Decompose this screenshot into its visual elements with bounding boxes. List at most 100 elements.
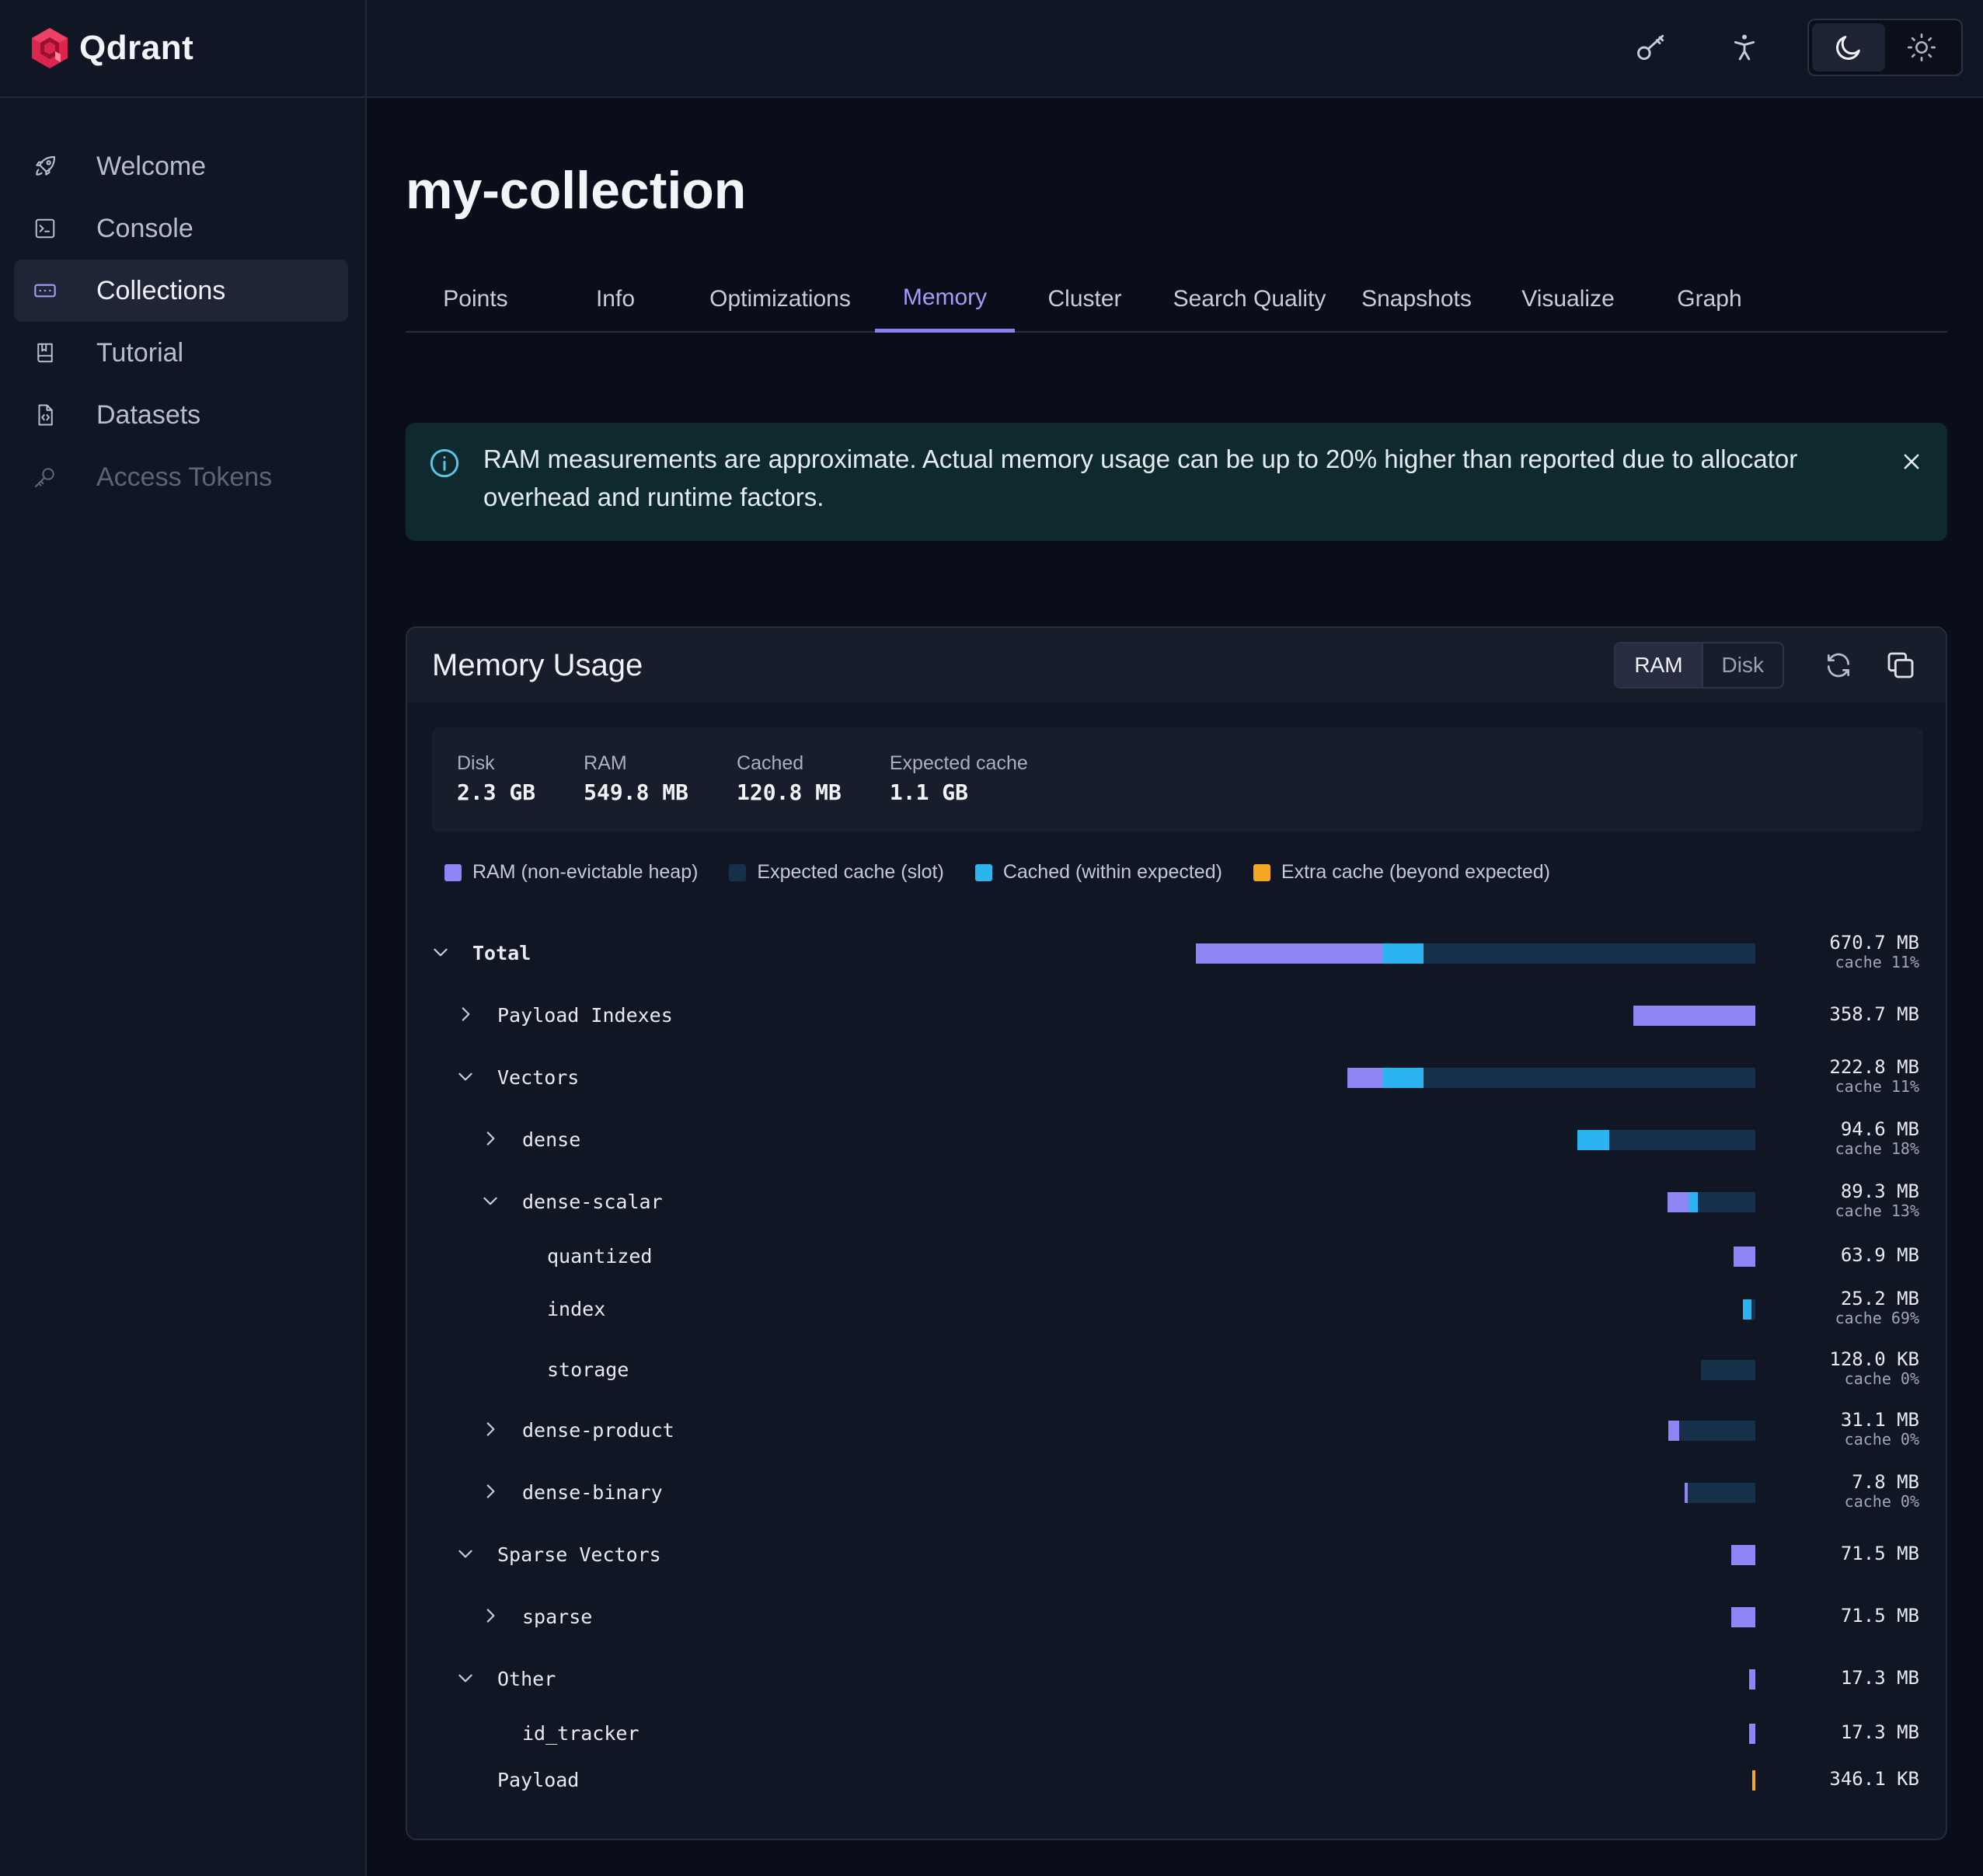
tab-cluster[interactable]: Cluster [1047, 286, 1122, 312]
memory-row[interactable]: dense-binary 7.8 MB cache 0% [407, 1472, 1946, 1525]
alert-close-button[interactable] [1896, 446, 1927, 477]
file-code-icon [31, 401, 59, 429]
chevron-down-icon[interactable] [429, 940, 452, 964]
card-actions: RAM Disk [1614, 642, 1924, 689]
tab-points[interactable]: Points [443, 286, 508, 312]
memory-row-label: Payload Indexes [497, 1004, 673, 1027]
qdrant-logo-icon [32, 28, 68, 68]
memory-row-label: storage [547, 1358, 629, 1381]
chevron-right-icon[interactable] [479, 1417, 502, 1441]
sidebar-item-label: Datasets [96, 399, 201, 430]
rocket-icon [31, 152, 59, 180]
legend-swatch [729, 863, 747, 881]
bar-segment-ram [1730, 1607, 1755, 1627]
refresh-button[interactable] [1815, 642, 1862, 689]
logo-area[interactable]: Qdrant [0, 0, 367, 96]
memory-row: storage 128.0 KB cache 0% [407, 1349, 1946, 1402]
stat-value: 549.8 MB [584, 779, 689, 805]
tab-snapshots[interactable]: Snapshots [1361, 286, 1472, 312]
memory-bar [1743, 1299, 1755, 1320]
copy-button[interactable] [1877, 642, 1924, 689]
tab-memory[interactable]: Memory [875, 266, 1015, 333]
bar-segment-cached [1382, 943, 1424, 964]
memory-row-size: 89.3 MB cache 13% [1835, 1181, 1919, 1220]
chevron-right-icon[interactable] [479, 1127, 502, 1150]
tab-visualize[interactable]: Visualize [1521, 286, 1615, 312]
chevron-right-icon[interactable] [454, 1003, 477, 1026]
memory-row-label: quantized [547, 1245, 653, 1268]
bar-segment-expected-cache [1382, 1068, 1755, 1088]
sidebar-item-label: Tutorial [96, 337, 184, 368]
memory-bar [1347, 1068, 1755, 1088]
sidebar-item-welcome[interactable]: Welcome [14, 135, 348, 197]
chevron-right-icon[interactable] [479, 1604, 502, 1627]
memory-row[interactable]: sparse 71.5 MB [407, 1602, 1946, 1649]
size-value: 71.5 MB [1840, 1543, 1919, 1564]
size-value: 71.5 MB [1840, 1605, 1919, 1627]
sidebar-item-console[interactable]: Console [14, 197, 348, 260]
memory-row[interactable]: Other 17.3 MB [407, 1665, 1946, 1711]
chevron-down-icon[interactable] [454, 1065, 477, 1088]
memory-row[interactable]: Payload Indexes 358.7 MB [407, 1001, 1946, 1048]
terminal-icon [31, 214, 59, 242]
dark-theme-button[interactable] [1812, 23, 1885, 71]
memory-row[interactable]: Vectors 222.8 MB cache 11% [407, 1057, 1946, 1110]
bar-segment-ram [1749, 1724, 1755, 1744]
bar-segment-expected-cache [1687, 1483, 1755, 1503]
memory-stats: Disk 2.3 GB RAM 549.8 MB Cached 120.8 MB… [432, 727, 1922, 832]
memory-row[interactable]: dense-scalar 89.3 MB cache 13% [407, 1181, 1946, 1234]
sidebar-item-tutorial[interactable]: Tutorial [14, 322, 348, 384]
bar-segment-ram [1730, 1545, 1755, 1565]
memory-row-size: 71.5 MB [1841, 1606, 1919, 1626]
memory-row[interactable]: Sparse Vectors 71.5 MB [407, 1540, 1946, 1587]
tab-optimizations[interactable]: Optimizations [709, 286, 851, 312]
chevron-down-icon[interactable] [454, 1542, 477, 1565]
tab-info[interactable]: Info [595, 286, 636, 312]
memory-row-label: Vectors [497, 1066, 580, 1089]
chevron-right-icon[interactable] [479, 1480, 502, 1503]
memory-row-label: sparse [522, 1606, 593, 1628]
chevron-down-icon[interactable] [479, 1189, 502, 1212]
accessibility-button[interactable] [1714, 17, 1775, 78]
bar-segment-cached [1743, 1299, 1752, 1320]
copy-icon [1887, 652, 1914, 678]
chevron-down-icon[interactable] [454, 1666, 477, 1689]
tab-graph[interactable]: Graph [1677, 286, 1742, 312]
bar-segment-ram [1734, 1247, 1755, 1267]
sidebar-item-label: Welcome [96, 151, 207, 181]
alert-message: RAM measurements are approximate. Actual… [483, 445, 1798, 511]
size-value: 7.8 MB [1852, 1471, 1919, 1493]
memory-row-size: 346.1 KB [1829, 1769, 1919, 1789]
sidebar-item-collections[interactable]: Collections [14, 260, 348, 322]
memory-row[interactable]: Total 670.7 MB cache 11% [407, 933, 1946, 985]
stat-label: Cached [737, 752, 804, 774]
memory-row-size: 222.8 MB cache 11% [1829, 1057, 1919, 1096]
memory-legend: RAM (non-evictable heap) Expected cache … [444, 861, 1581, 884]
bar-segment-cached [1689, 1192, 1698, 1212]
refresh-icon [1827, 653, 1850, 678]
size-value: 358.7 MB [1829, 1003, 1919, 1025]
sidebar-item-datasets[interactable]: Datasets [14, 384, 348, 446]
stat-label: Disk [457, 752, 495, 774]
tab-search-quality[interactable]: Search Quality [1173, 286, 1326, 312]
memory-row[interactable]: dense 94.6 MB cache 18% [407, 1119, 1946, 1172]
stat-value: 120.8 MB [737, 779, 842, 805]
light-theme-button[interactable] [1885, 23, 1958, 71]
memory-row-size: 670.7 MB cache 11% [1829, 933, 1919, 971]
disk-mode-button[interactable]: Disk [1701, 643, 1783, 687]
memory-row[interactable]: dense-product 31.1 MB cache 0% [407, 1410, 1946, 1463]
memory-row: quantized 63.9 MB [407, 1242, 1946, 1288]
ram-mode-button[interactable]: RAM [1615, 643, 1702, 687]
sidebar-item-access-tokens[interactable]: Access Tokens [14, 446, 348, 508]
size-value: 346.1 KB [1829, 1768, 1919, 1790]
top-bar: Qdrant [0, 0, 1983, 98]
api-key-button[interactable] [1621, 17, 1682, 78]
size-value: 94.6 MB [1840, 1118, 1919, 1140]
memory-row-label: dense-binary [522, 1481, 663, 1504]
size-value: 17.3 MB [1840, 1667, 1919, 1689]
memory-row-label: id_tracker [522, 1722, 640, 1745]
accessibility-icon [1734, 34, 1755, 61]
key-icon [1637, 34, 1664, 61]
sidebar-item-label: Access Tokens [96, 462, 273, 492]
memory-row: Payload 346.1 KB [407, 1766, 1946, 1812]
